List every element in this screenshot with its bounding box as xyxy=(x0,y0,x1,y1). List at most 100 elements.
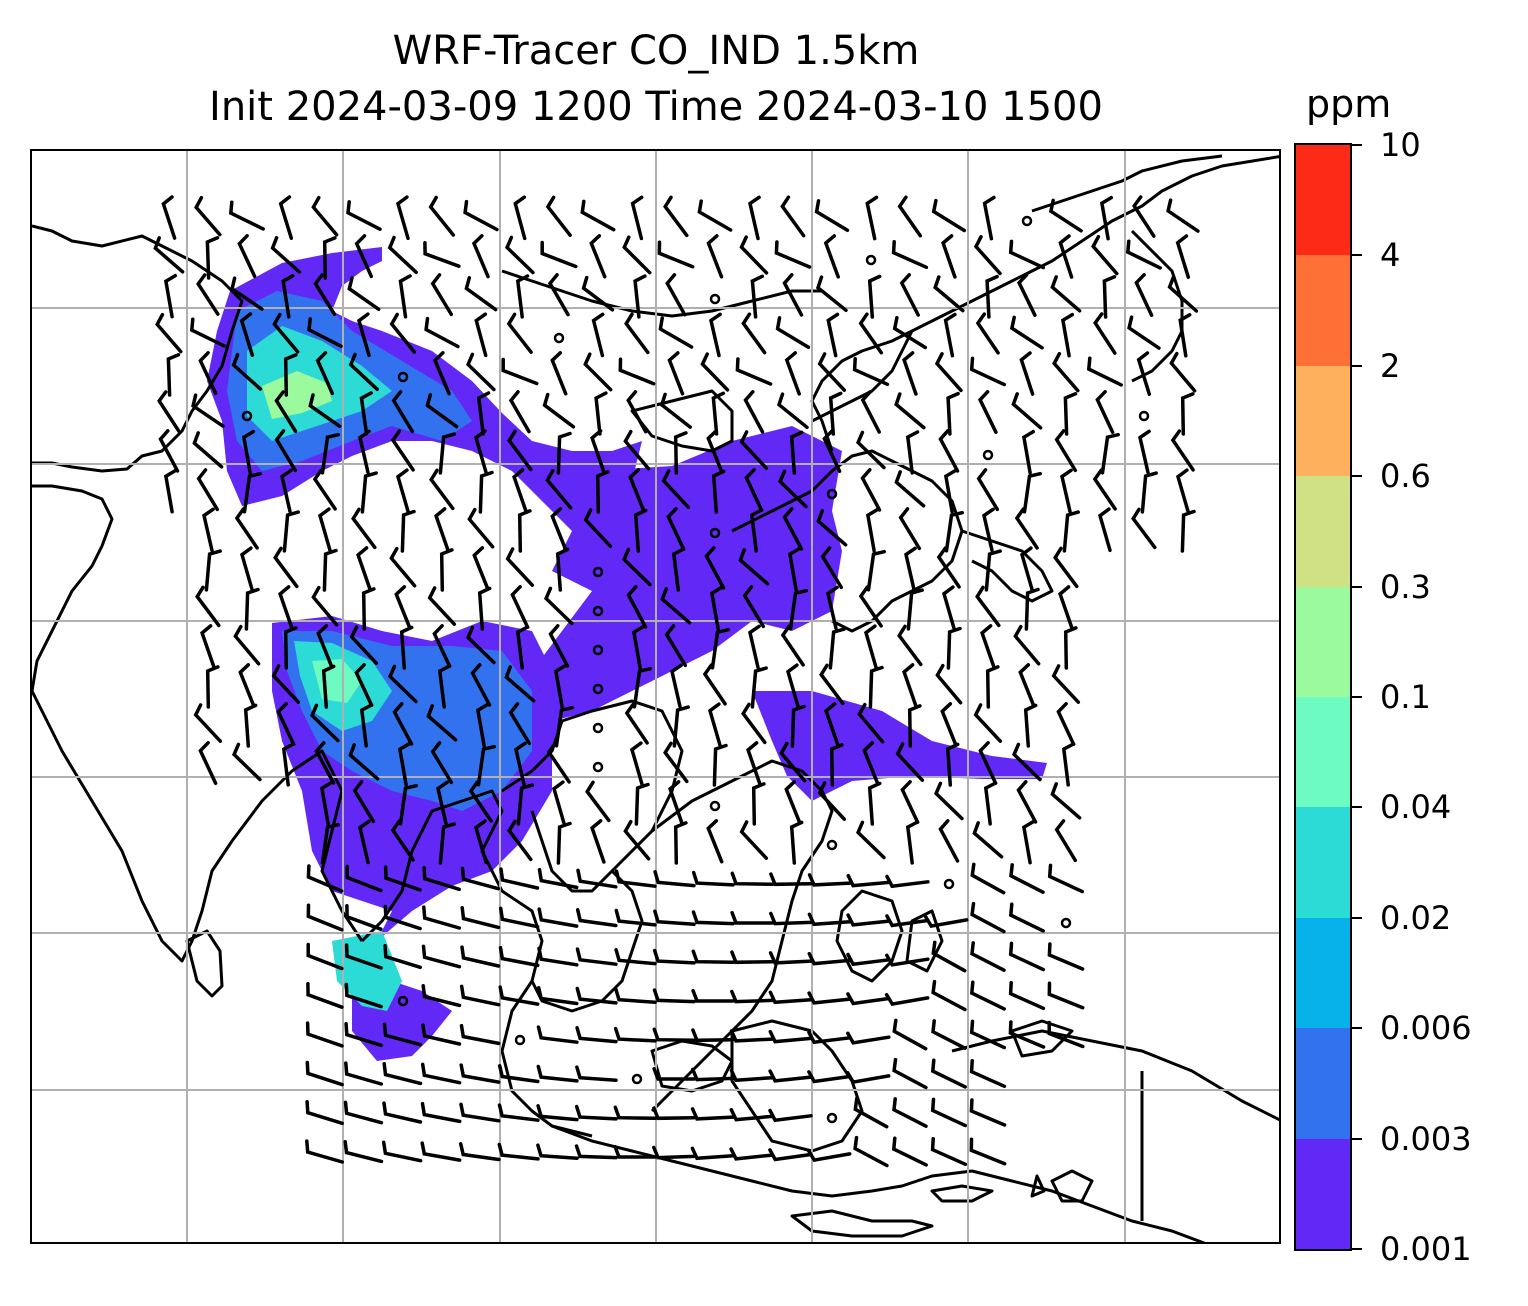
wind-barb xyxy=(623,429,651,471)
wind-barb xyxy=(969,1098,1007,1127)
wind-barb xyxy=(478,470,494,514)
wind-barb xyxy=(280,468,293,514)
wind-barb xyxy=(709,312,722,358)
wind-barb xyxy=(311,585,339,627)
wind-barb xyxy=(574,1144,618,1160)
wind-barb xyxy=(590,819,606,864)
wind-barb xyxy=(730,989,774,1004)
wind-barb xyxy=(884,992,930,1007)
wind-barb xyxy=(426,704,458,742)
wind-barb xyxy=(943,468,958,514)
wind-barb xyxy=(1048,198,1083,233)
colorbar-tick-label: 0.3 xyxy=(1380,567,1431,606)
wind-barb xyxy=(780,195,806,238)
wind-barb xyxy=(537,946,579,967)
wind-barb xyxy=(205,236,220,280)
wind-barb xyxy=(729,1068,774,1083)
wind-barb xyxy=(274,429,298,473)
wind-barb xyxy=(739,235,769,275)
wind-barb xyxy=(382,1061,423,1086)
wind-barb xyxy=(806,1148,852,1163)
wind-barb xyxy=(1180,392,1195,436)
wind-barb xyxy=(1053,546,1079,589)
wind-barb xyxy=(432,351,451,396)
wind-barb xyxy=(391,390,415,434)
wind-barb xyxy=(1060,312,1075,358)
wind-barb xyxy=(550,351,568,396)
wind-barb xyxy=(466,352,496,392)
wind-barb xyxy=(982,195,996,241)
wind-barb xyxy=(671,547,686,592)
wind-barb xyxy=(1100,432,1120,475)
wind-barb xyxy=(652,948,696,965)
wind-barb xyxy=(358,819,371,865)
wind-barb xyxy=(819,663,845,706)
wind-barb xyxy=(666,507,686,552)
wind-barb xyxy=(891,1136,928,1167)
wind-barb xyxy=(273,546,299,589)
wind-barb xyxy=(516,783,534,826)
wind-barb xyxy=(815,275,848,313)
wind-barb xyxy=(978,741,998,786)
wind-barb xyxy=(623,819,651,861)
map-panel[interactable] xyxy=(30,149,1281,1244)
wind-barb xyxy=(652,1027,696,1043)
wind-barb xyxy=(789,430,804,475)
wind-barb xyxy=(985,665,1000,709)
calm-wind-marker xyxy=(592,605,604,617)
wind-barb xyxy=(742,585,766,629)
colorbar-tick-label: 0.04 xyxy=(1380,788,1452,827)
wind-barb xyxy=(1023,703,1038,748)
calm-wind-marker xyxy=(709,527,721,539)
wind-barb xyxy=(846,913,891,927)
wind-barb xyxy=(1008,902,1045,933)
wind-barb xyxy=(1058,234,1074,279)
wind-barb xyxy=(553,663,568,709)
wind-barb xyxy=(158,429,180,473)
wind-barb xyxy=(976,468,1000,512)
wind-barb xyxy=(969,1058,1007,1089)
wind-barb xyxy=(707,702,722,748)
wind-barb xyxy=(1011,392,1043,430)
wind-barb xyxy=(575,1065,618,1083)
wind-barb xyxy=(768,951,813,965)
wind-barb xyxy=(322,548,338,592)
wind-barb xyxy=(898,507,922,551)
wind-barb xyxy=(931,979,967,1012)
wind-barb xyxy=(1099,195,1114,241)
wind-barb xyxy=(730,871,774,887)
wind-barb xyxy=(905,820,920,865)
wind-barb xyxy=(537,867,579,890)
wind-barb xyxy=(196,273,220,316)
wind-barb xyxy=(711,391,726,436)
wind-barb xyxy=(691,949,735,965)
wind-barb xyxy=(317,507,332,553)
wind-barb xyxy=(629,741,644,787)
wind-barb xyxy=(822,429,842,474)
wind-barb xyxy=(904,546,917,592)
wind-barb xyxy=(383,944,422,970)
wind-barb xyxy=(743,390,765,434)
wind-barb xyxy=(1018,663,1036,708)
wind-barb xyxy=(314,741,336,785)
wind-barb xyxy=(517,509,532,553)
calm-wind-marker xyxy=(826,488,838,500)
wind-barb xyxy=(308,393,342,429)
wind-barb xyxy=(704,546,726,590)
wind-barb xyxy=(1054,429,1078,473)
wind-barb xyxy=(1012,742,1042,782)
colorbar-tick xyxy=(1352,1027,1362,1030)
wind-barb xyxy=(784,351,801,396)
wind-barb xyxy=(421,983,462,1008)
wind-barb xyxy=(907,704,922,748)
colorbar-tick-label: 4 xyxy=(1380,236,1401,275)
wind-barb xyxy=(589,234,607,279)
wind-barb xyxy=(1019,546,1034,592)
wind-barb xyxy=(536,1104,579,1122)
wind-barb xyxy=(970,941,1006,972)
wind-barb xyxy=(548,624,570,668)
wind-barb xyxy=(594,391,608,436)
wind-barb xyxy=(498,985,540,1006)
tracer-plumes xyxy=(207,247,1047,1061)
wind-barb xyxy=(697,199,733,232)
